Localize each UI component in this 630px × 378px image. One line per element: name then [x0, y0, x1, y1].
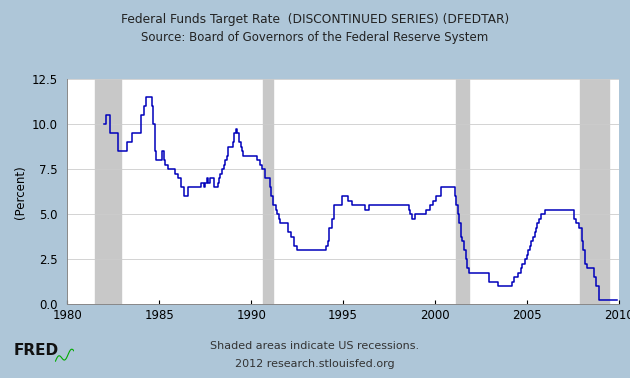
Bar — [456, 79, 469, 304]
Bar — [95, 79, 121, 304]
Text: FRED: FRED — [14, 343, 59, 358]
Text: Federal Funds Target Rate  (DISCONTINUED SERIES) (DFEDTAR): Federal Funds Target Rate (DISCONTINUED … — [121, 13, 509, 26]
Y-axis label: (Percent): (Percent) — [14, 165, 27, 219]
Text: 2012 research.stlouisfed.org: 2012 research.stlouisfed.org — [235, 359, 395, 369]
Text: Shaded areas indicate US recessions.: Shaded areas indicate US recessions. — [210, 341, 420, 351]
Text: Source: Board of Governors of the Federal Reserve System: Source: Board of Governors of the Federa… — [141, 31, 489, 44]
Bar — [580, 79, 609, 304]
Bar — [263, 79, 273, 304]
